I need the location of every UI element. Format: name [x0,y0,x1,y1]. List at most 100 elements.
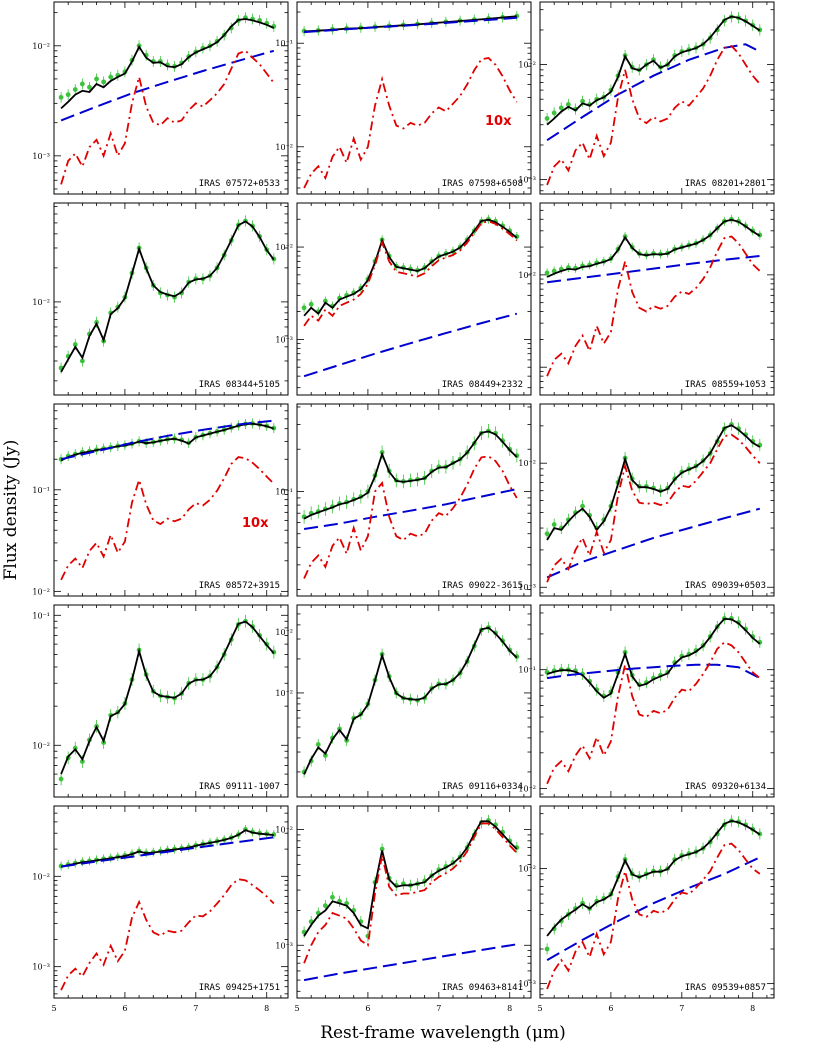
y-tick-label: 10⁻³ [32,963,50,972]
total-model-line [60,220,275,373]
data-point [322,753,328,758]
panel: 10⁻² 10⁻¹ IRAS 09111-1007 [32,604,289,798]
data-point [301,305,307,311]
data-point [565,102,571,107]
x-tick-label: 7 [679,1004,684,1013]
data-point [551,268,557,274]
y-tick-label: 10⁻² [32,298,50,307]
panel-frame [53,805,289,999]
y-tick-label: 10⁻² [518,459,536,468]
data-point [558,105,564,111]
continuum-line [60,419,274,461]
panel: 10⁻³ 10⁻² IRAS 08449+2332 [275,202,532,396]
y-tick-label: 10⁻³ [518,583,536,592]
total-model-line [303,218,518,317]
y-tick-label: 10⁻¹ [32,486,50,495]
continuum-line [60,49,275,122]
panel: 10⁻² 10⁻¹ IRAS 08572+3915 10x [32,403,289,597]
data-point [544,116,550,121]
y-tick-label: 10⁻¹ [32,611,50,620]
pah-line [60,878,275,991]
total-model-line [303,430,518,520]
panel-label: IRAS 08572+3915 [199,581,280,591]
total-model-line [546,424,761,541]
observed-data [58,614,277,786]
y-tick-label: 10⁻² [275,143,293,152]
panel: 10⁻³ 10⁻² IRAS 09463+8141 [275,805,532,999]
data-point [379,846,385,852]
observed-data [544,612,763,702]
panel: 10⁻² 10⁻¹ IRAS 09320+6134 [518,604,775,798]
pah-line [546,44,761,186]
pah-line [546,842,761,990]
panel-frame [53,403,289,597]
panel-label: IRAS 08201+2801 [685,179,766,189]
pah-line [60,456,275,581]
total-model-line [60,620,275,775]
panel: 10⁻² IRAS 08344+5105 [32,202,289,396]
y-tick-label: 10⁻² [275,826,293,835]
total-model-line [303,820,518,937]
data-point [101,79,107,85]
panel-label: IRAS 09111-1007 [199,782,280,792]
y-tick-label: 10⁻² [32,587,50,596]
x-tick-label: 8 [750,1004,755,1013]
data-point [308,301,314,307]
panel-label: IRAS 09116+0334 [442,782,523,792]
panel: 10⁻² IRAS 09116+0334 [275,604,532,798]
y-tick-label: 10⁻² [32,741,50,750]
y-tick-label: 10⁻² [275,689,293,698]
data-point [58,94,64,100]
panel-label: IRAS 08344+5105 [199,380,280,390]
data-point [580,98,585,104]
pah-line [303,822,518,964]
scale-note: 10x [242,516,269,531]
panel-frame [539,604,775,798]
panel-label: IRAS 09022-3615 [442,581,523,591]
total-model-line [60,829,274,868]
y-tick-label: 10⁻² [32,42,50,51]
y-tick-label: 10⁻² [275,243,293,252]
panel-frame [296,403,532,597]
y-tick-label: 10⁻² [518,785,536,794]
pah-line [60,49,275,185]
total-model-line [303,626,518,775]
x-tick-label: 8 [264,1004,269,1013]
panel-label: IRAS 09039+0503 [685,581,766,591]
observed-data [544,418,763,540]
data-point [87,84,92,90]
panel-frame [296,604,532,798]
continuum-line [546,663,761,680]
panel: 10⁻³ 10⁻² IRAS 08201+2801 [518,1,775,195]
y-tick-label: 10⁻² [518,865,536,874]
continuum-line [303,488,518,530]
x-tick-label: 5 [294,1004,299,1013]
data-point [79,81,85,87]
data-point [72,342,78,347]
panel-frame [296,1,532,195]
data-point [544,270,550,276]
panel-frame [539,403,775,597]
data-point [58,776,64,782]
pah-line [303,455,518,579]
panel-frame [539,202,775,396]
data-point [544,531,550,537]
y-tick-label: 10⁻³ [275,941,293,950]
pah-line [546,433,761,583]
data-point [65,92,71,98]
data-point [79,759,85,764]
panel-label: IRAS 09425+1751 [199,983,280,993]
x-tick-label: 6 [122,1004,127,1013]
x-axis-title: Rest-frame wavelength (μm) [320,1023,566,1043]
panel-label: IRAS 07572+0533 [199,179,280,189]
panel: 10⁻³ 10⁻² IRAS 09425+1751 [32,805,289,999]
panel-frame [296,202,532,396]
y-tick-label: 10⁻³ [518,980,536,989]
panel: 10⁻² 10⁻¹ IRAS 09022-3615 [275,403,532,637]
panel-frame [539,805,775,999]
panel-label: IRAS 09463+8141 [442,983,523,993]
continuum-line [303,312,518,378]
y-tick-label: 10⁻² [518,271,536,280]
y-tick-label: 10⁻³ [275,335,293,344]
